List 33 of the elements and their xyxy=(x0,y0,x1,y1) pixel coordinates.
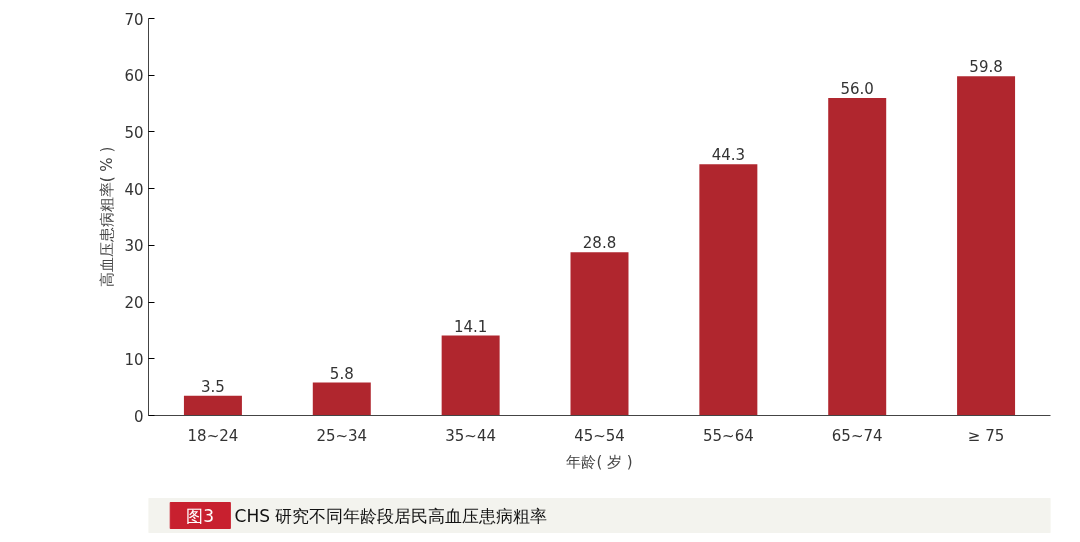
y-tick-label: 50 xyxy=(124,123,144,142)
y-tick-label: 0 xyxy=(133,407,144,426)
y-tick-label: 40 xyxy=(124,180,144,199)
y-tick-label: 10 xyxy=(124,350,144,369)
x-axis-title: 年龄( 岁 ) xyxy=(566,452,633,471)
x-tick-label: 65~74 xyxy=(831,426,883,445)
y-tick-label: 30 xyxy=(124,237,144,256)
bar xyxy=(828,97,887,416)
text: CHS 研究不同年龄段居民高血压患病粗率 xyxy=(234,505,548,526)
bar xyxy=(441,335,500,416)
bar xyxy=(312,382,371,416)
y-tick-label: 20 xyxy=(124,294,144,313)
data-label: 44.3 xyxy=(711,146,746,165)
x-tick-label: 35~44 xyxy=(445,426,497,445)
data-label: 14.1 xyxy=(453,317,488,336)
y-tick-label: 60 xyxy=(124,67,144,86)
x-tick-label: 25~34 xyxy=(316,426,368,445)
bar xyxy=(570,252,629,416)
x-tick-label: 45~54 xyxy=(574,426,625,445)
bar xyxy=(957,76,1016,416)
x-tick-label: 18~24 xyxy=(187,426,239,445)
data-label: 3.5 xyxy=(201,377,225,396)
y-axis-title: 高血压患病粗率( % ) xyxy=(98,146,117,288)
y-tick-label: 70 xyxy=(124,10,144,29)
data-label: 59.8 xyxy=(969,58,1003,77)
x-tick-label: 55~64 xyxy=(702,426,754,445)
data-label: 56.0 xyxy=(840,79,874,98)
bar xyxy=(699,164,758,416)
data-label: 28.8 xyxy=(582,234,617,253)
bar xyxy=(183,395,242,416)
caption: 图3 xyxy=(186,505,215,526)
x-tick-label: ≥ 75 xyxy=(967,426,1005,445)
data-label: 5.8 xyxy=(329,364,354,383)
